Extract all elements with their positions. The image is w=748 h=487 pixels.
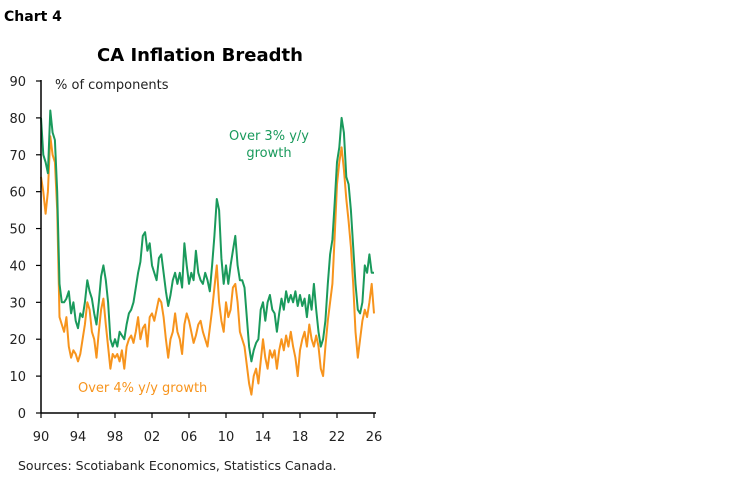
x-tick-label: 10 [218,430,235,445]
source-note: Sources: Scotiabank Economics, Statistic… [18,458,336,473]
x-tick-label: 06 [181,430,198,445]
x-tick-label: 94 [70,430,87,445]
y-tick-label: 90 [9,75,26,90]
y-tick-label: 0 [18,407,26,422]
x-tick-label: 98 [107,430,124,445]
x-tick-label: 14 [255,430,272,445]
x-tick-label: 26 [366,430,383,445]
y-tick-label: 60 [9,186,26,201]
x-tick-label: 22 [329,430,346,445]
y-tick-label: 10 [9,370,26,385]
series-line-over-4 [40,135,375,396]
series-line-over-3 [40,109,374,363]
y-tick-label: 30 [9,296,26,311]
chart-number-label: Chart 4 [4,9,62,25]
y-tick-label: 50 [9,223,26,238]
x-tick-label: 02 [144,430,161,445]
series-label-over-4: Over 4% y/y growth [78,381,207,396]
y-tick-label: 70 [9,149,26,164]
x-tick-label: 18 [292,430,309,445]
series-label-over-3: Over 3% y/y growth [229,129,309,161]
y-tick-label: 20 [9,333,26,348]
y-tick-label: 80 [9,112,26,127]
y-axis-label: % of components [55,78,169,93]
chart-title: CA Inflation Breadth [97,45,303,66]
x-tick-label: 90 [33,430,50,445]
y-tick-label: 40 [9,259,26,274]
